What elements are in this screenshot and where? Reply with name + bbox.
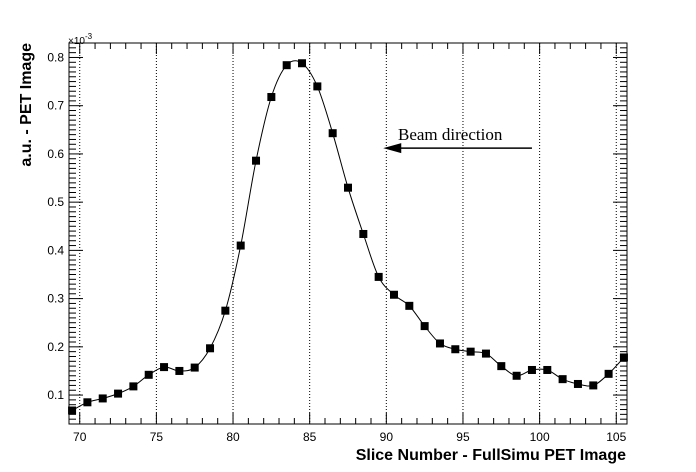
y-tick-label: 0.4 bbox=[47, 243, 64, 257]
data-point bbox=[221, 306, 230, 315]
plot-frame bbox=[68, 42, 628, 425]
x-tick-label: 80 bbox=[226, 430, 240, 444]
data-point bbox=[175, 366, 184, 375]
annotation: Beam direction bbox=[383, 125, 532, 154]
data-point bbox=[481, 349, 490, 358]
data-point bbox=[389, 290, 398, 299]
data-point bbox=[466, 347, 475, 356]
x-tick-label: 75 bbox=[150, 430, 164, 444]
data-point bbox=[68, 406, 77, 415]
data-point bbox=[282, 61, 291, 70]
data-point bbox=[405, 301, 414, 310]
data-point bbox=[206, 344, 215, 353]
data-point bbox=[252, 156, 261, 165]
y-tick-label: 0.8 bbox=[47, 50, 64, 64]
series-markers bbox=[68, 59, 628, 415]
data-point bbox=[328, 129, 337, 138]
x-tick-labels: 70 75 80 85 90 95 100 105 bbox=[73, 430, 627, 444]
y-tick-label: 0.5 bbox=[47, 195, 64, 209]
y-tick-label: 0.2 bbox=[47, 340, 64, 354]
data-point bbox=[144, 370, 153, 379]
data-point bbox=[298, 59, 307, 68]
data-point bbox=[83, 398, 92, 407]
data-point bbox=[236, 241, 245, 250]
y-axis-title: a.u. - PET Image bbox=[18, 43, 35, 167]
axis-ticks bbox=[69, 43, 627, 424]
x-tick-label: 100 bbox=[530, 430, 550, 444]
data-point bbox=[374, 272, 383, 281]
data-point bbox=[267, 93, 276, 102]
y-tick-label: 0.6 bbox=[47, 147, 64, 161]
beam-direction-label: Beam direction bbox=[398, 125, 503, 144]
data-point bbox=[359, 229, 368, 238]
data-point bbox=[114, 389, 123, 398]
data-point bbox=[313, 82, 322, 91]
y-exponent-base: ×10 bbox=[68, 36, 85, 47]
data-point bbox=[420, 322, 429, 331]
y-tick-label: 0.7 bbox=[47, 99, 64, 113]
data-point bbox=[344, 183, 352, 192]
y-axis-exponent: ×10-3 bbox=[68, 32, 93, 47]
x-tick-label: 105 bbox=[606, 430, 626, 444]
data-point bbox=[604, 369, 613, 378]
grid bbox=[79, 43, 617, 424]
data-point bbox=[527, 365, 536, 374]
data-point bbox=[589, 381, 598, 390]
y-tick-label: 0.3 bbox=[47, 292, 64, 306]
x-tick-label: 70 bbox=[73, 430, 87, 444]
x-tick-label: 95 bbox=[456, 430, 470, 444]
y-tick-labels: 0.1 0.2 0.3 0.4 0.5 0.6 0.7 0.8 bbox=[47, 50, 64, 402]
x-tick-label: 85 bbox=[303, 430, 317, 444]
data-point bbox=[543, 365, 552, 374]
y-tick-label: 0.1 bbox=[47, 388, 64, 402]
data-point bbox=[619, 353, 628, 362]
data-point bbox=[190, 363, 199, 372]
data-point bbox=[98, 394, 107, 403]
data-point bbox=[573, 379, 582, 388]
x-axis-title: Slice Number - FullSimu PET Image bbox=[356, 447, 626, 464]
data-point bbox=[497, 362, 506, 371]
data-point bbox=[160, 363, 169, 372]
x-tick-label: 90 bbox=[380, 430, 394, 444]
data-point bbox=[512, 371, 521, 380]
y-exponent-power: -3 bbox=[85, 32, 93, 41]
series-line bbox=[71, 60, 625, 411]
data-point bbox=[435, 339, 444, 348]
data-point bbox=[129, 382, 138, 391]
arrow-head bbox=[383, 143, 402, 154]
data-point bbox=[451, 345, 460, 354]
data-point bbox=[558, 375, 567, 384]
